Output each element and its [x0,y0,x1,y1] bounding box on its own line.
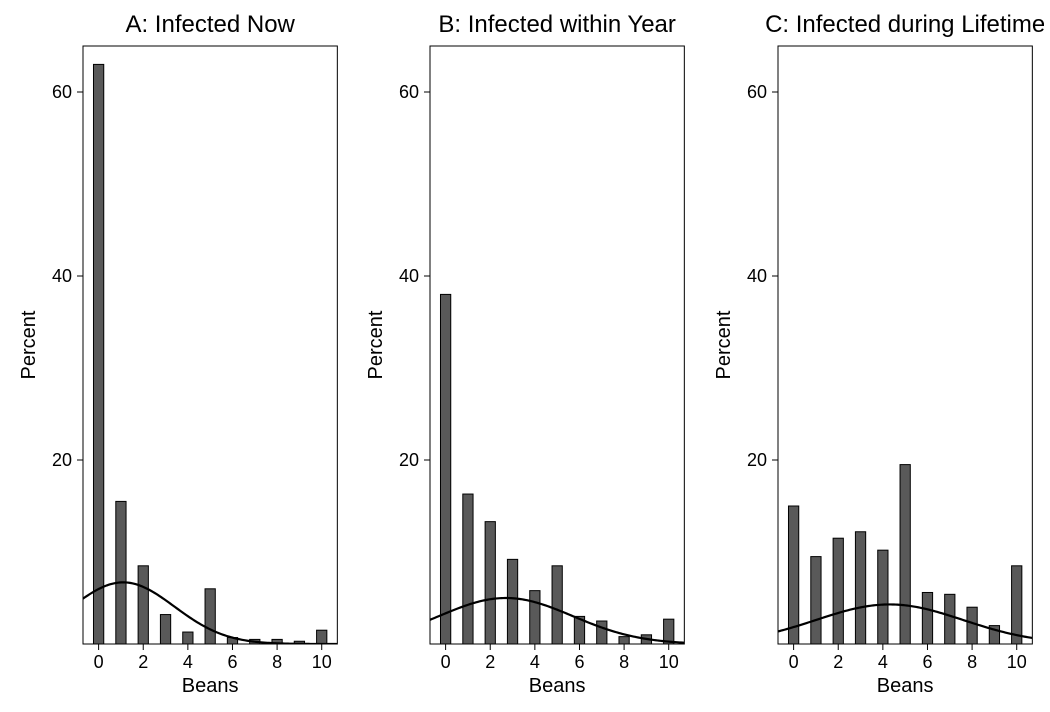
bar [944,594,954,644]
panel-b: B: Infected within Year 20 40 60 0 2 4 6 8 10 Perc… [365,6,696,702]
bar [833,538,843,644]
bar [619,637,629,644]
bar [530,591,540,644]
y-tick-label: 20 [399,450,419,470]
x-tick-label: 0 [441,652,451,672]
x-tick-label: 6 [227,652,237,672]
x-tick-label: 0 [788,652,798,672]
x-tick-label: 10 [659,652,679,672]
bar [463,494,473,644]
x-tick-label: 2 [486,652,496,672]
bar [485,522,495,644]
bar [922,592,932,644]
x-axis-label: Beans [182,675,239,697]
x-tick-label: 4 [183,652,193,672]
panel-title: B: Infected within Year [439,11,676,38]
y-tick-label: 40 [747,266,767,286]
bar [597,621,607,644]
x-axis-label: Beans [876,675,933,697]
bar [116,501,126,644]
bar [183,632,193,644]
x-axis-label: Beans [529,675,586,697]
bar [855,532,865,644]
panel-title: C: Infected during Lifetime [765,11,1044,38]
y-tick-label: 60 [52,82,72,102]
bar [552,566,562,644]
y-tick-label: 20 [52,450,72,470]
bar [900,465,910,644]
bar [93,64,103,644]
bar [317,630,327,644]
x-tick-label: 0 [94,652,104,672]
bar [788,506,798,644]
bar [810,557,820,644]
y-axis-label: Percent [365,310,387,379]
y-tick-label: 60 [747,82,767,102]
bar [160,615,170,644]
x-tick-label: 6 [575,652,585,672]
y-tick-label: 60 [399,82,419,102]
y-axis-label: Percent [713,310,735,379]
bar [138,566,148,644]
x-tick-label: 6 [922,652,932,672]
bar [967,607,977,644]
x-tick-label: 10 [1006,652,1026,672]
x-tick-label: 4 [878,652,888,672]
bar [877,550,887,644]
figure: A: Infected Now2040600246810PercentBeans… [0,0,1050,712]
bar [205,589,215,644]
y-tick-label: 40 [52,266,72,286]
x-tick-label: 2 [833,652,843,672]
bar [1011,566,1021,644]
x-tick-label: 10 [312,652,332,672]
x-tick-label: 8 [272,652,282,672]
x-tick-label: 2 [138,652,148,672]
panel-title: A: Infected Now [125,11,295,38]
x-tick-label: 8 [967,652,977,672]
panel-c: C: Infected during Lifetime 20 40 60 0 2 4 6 8 10… [713,6,1044,702]
y-tick-label: 20 [747,450,767,470]
x-tick-label: 8 [619,652,629,672]
bar [508,559,518,644]
y-tick-label: 40 [399,266,419,286]
bar [441,294,451,644]
y-axis-label: Percent [18,310,40,379]
x-tick-label: 4 [530,652,540,672]
panel-a: A: Infected Now 20 40 60 0 2 4 6 8 10 Percent Beans [18,6,349,702]
